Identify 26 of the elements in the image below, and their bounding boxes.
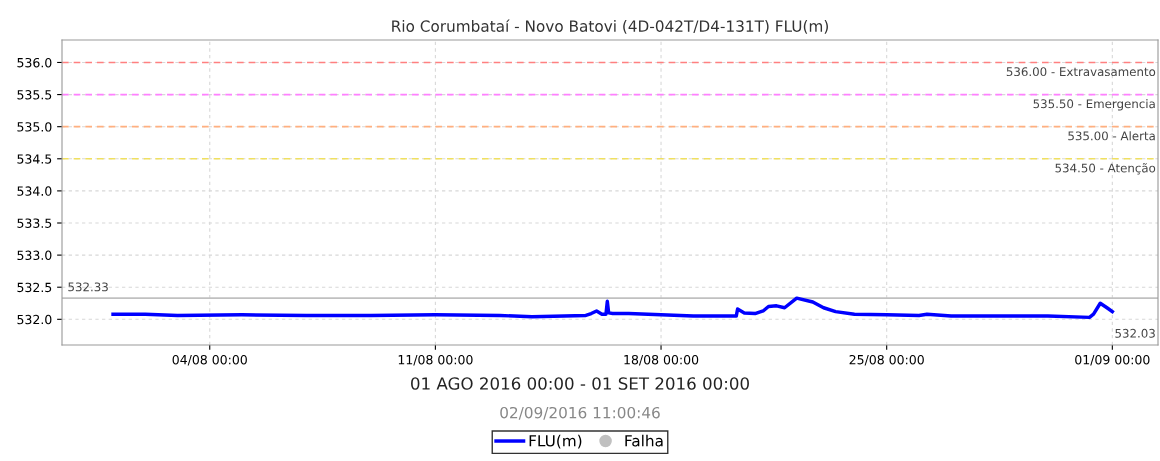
- x-tick-label: 25/08 00:00: [849, 354, 924, 366]
- text: 02/09/2016 11:00:46: [500, 406, 660, 420]
- legend-label: Falha: [625, 434, 663, 447]
- annotation: 532.03: [1115, 328, 1155, 338]
- line-series: [111, 296, 1115, 320]
- x-tick-label: 11/08 00:00: [398, 354, 473, 366]
- ref-line-label: 535.50 - Emergencia: [1033, 99, 1155, 111]
- x-tick-label: 04/08 00:00: [172, 354, 247, 366]
- ref-line-label: 532.33: [68, 282, 108, 292]
- legend-label: FLU(m): [529, 434, 582, 449]
- x-tick-label: 01/09 00:00: [1075, 354, 1150, 366]
- x-tick-label: 18/08 00:00: [624, 354, 699, 366]
- y-tick-label: 532.5: [17, 282, 52, 293]
- y-tick-label: 536.0: [17, 57, 52, 68]
- y-tick-label: 534.5: [17, 154, 52, 164]
- y-tick-label: 534.0: [17, 186, 52, 196]
- y-tick-label: 533.5: [17, 218, 52, 228]
- ref-line-label: 534.50 - Atenção: [1055, 163, 1156, 175]
- y-tick-label: 533.0: [17, 250, 52, 261]
- y-tick-label: 535.5: [17, 90, 52, 100]
- y-tick-label: 535.0: [17, 122, 52, 132]
- ref-line-label: 535.00 - Alerta: [1068, 131, 1155, 141]
- chart-title: Rio Corumbataí - Novo Batovi (4D-042T/D4-131T) FLU(m): [392, 19, 828, 34]
- text: 01 AGO 2016 00:00 - 01 SET 2016 00:00: [411, 377, 749, 390]
- y-tick-label: 532.0: [17, 314, 52, 325]
- ref-line-label: 536.00 - Extravasamento: [1006, 67, 1156, 77]
